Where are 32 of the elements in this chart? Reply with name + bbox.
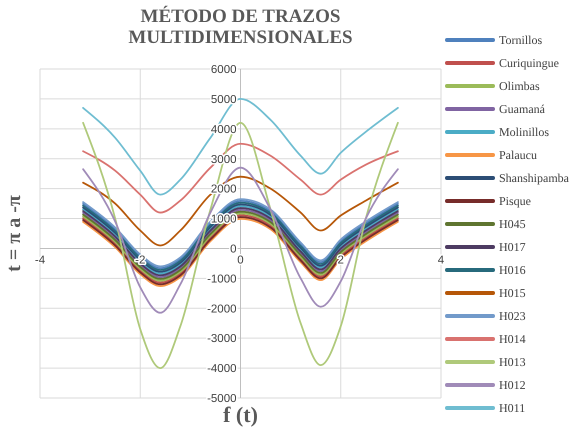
legend-label: H012 — [499, 378, 526, 392]
y-tick-label: 6000 — [210, 64, 236, 76]
x-tick-label: 4 — [438, 254, 445, 266]
legend-label: H013 — [499, 355, 526, 370]
legend-label: H017 — [499, 240, 526, 254]
x-tick-label: -4 — [34, 254, 46, 266]
legend-label: Curiquingue — [499, 56, 559, 70]
y-tick-label: 5000 — [210, 94, 236, 106]
legend-label: Palaucu — [499, 148, 537, 162]
y-tick-label: -3000 — [207, 333, 236, 346]
y-tick-label: 1000 — [210, 214, 236, 226]
line-series — [82, 166, 399, 314]
legend-label: H045 — [499, 217, 526, 232]
legend-label: Pisque — [499, 194, 532, 208]
y-axis-title: t = π a -π — [3, 195, 25, 272]
legend-label: H011 — [499, 401, 526, 416]
y-tick-label: -4000 — [207, 363, 236, 376]
legend-label: H014 — [499, 332, 526, 346]
legend-label: H023 — [499, 309, 526, 324]
chart-title: MÉTODO DE TRAZOS MULTIDIMENSIONALES — [128, 5, 353, 48]
y-tick-label: -2000 — [207, 303, 236, 316]
legend-label: Guamaná — [499, 102, 546, 116]
line-series — [82, 142, 399, 214]
y-tick-label: 0 — [230, 243, 236, 256]
legend-label: Tornillos — [499, 33, 542, 48]
legend-label: H015 — [499, 286, 526, 300]
legend-label: Shanshipamba — [499, 171, 570, 186]
legend-label: Olimbas — [499, 79, 540, 94]
line-series — [82, 176, 399, 246]
legend-label: H016 — [499, 263, 526, 278]
legend-label: Molinillos — [499, 125, 550, 140]
y-tick-label: -1000 — [207, 273, 236, 286]
